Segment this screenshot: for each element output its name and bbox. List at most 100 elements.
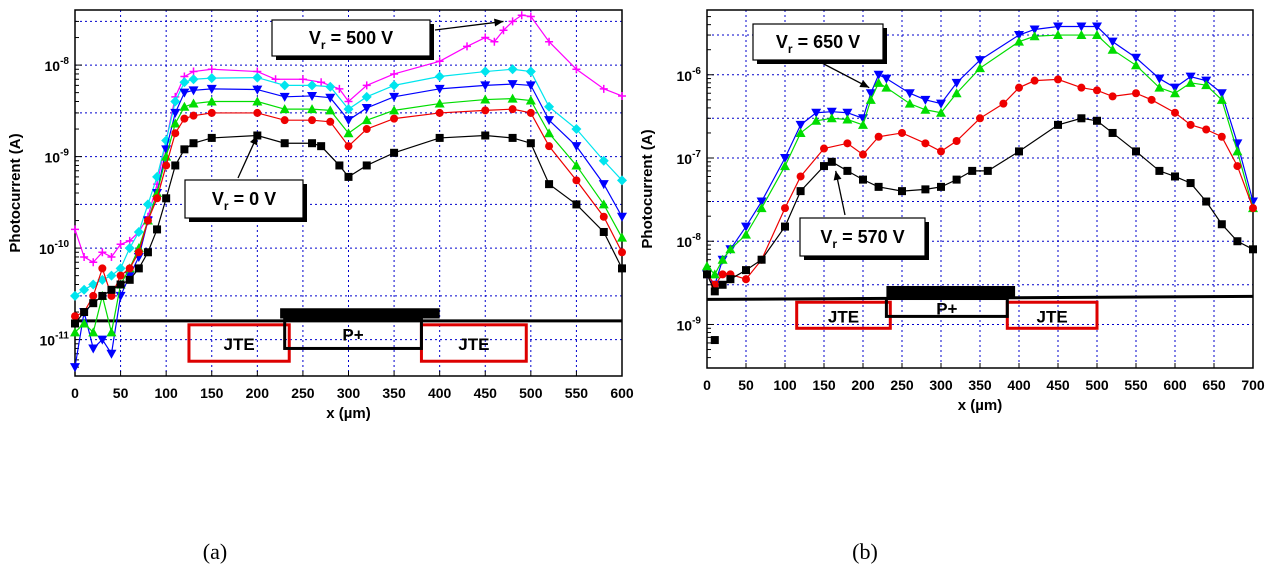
data-point (116, 240, 125, 249)
data-point (481, 106, 490, 115)
data-point (142, 199, 153, 210)
data-point (70, 290, 80, 301)
data-point (865, 94, 876, 104)
data-point (1233, 162, 1242, 171)
data-point (717, 254, 728, 264)
annotation-arrowhead (833, 170, 842, 181)
data-point (598, 180, 609, 190)
data-point (188, 98, 199, 108)
data-point (975, 63, 985, 73)
data-point (937, 147, 945, 156)
data-point (1014, 31, 1024, 41)
data-point (936, 99, 946, 109)
data-point (189, 139, 198, 148)
data-point (1093, 116, 1101, 125)
data-point (1170, 83, 1180, 93)
data-point (526, 12, 535, 21)
series-line (706, 34, 1254, 276)
data-point (858, 119, 868, 129)
data-point (390, 148, 399, 157)
data-point (1108, 128, 1117, 137)
data-point (115, 291, 126, 301)
annotation-box (184, 179, 304, 219)
data-point (435, 108, 444, 117)
data-point (881, 74, 892, 84)
data-point (617, 212, 627, 222)
data-point (921, 185, 930, 194)
data-point (325, 93, 336, 103)
data-point (1132, 89, 1140, 98)
data-point (780, 154, 790, 164)
data-point (618, 248, 626, 257)
data-point (481, 33, 490, 42)
data-point (517, 11, 526, 20)
data-point (780, 161, 790, 171)
data-point (361, 115, 372, 125)
data-point (572, 200, 581, 209)
x-tick-label: 700 (1241, 377, 1265, 393)
data-point (362, 161, 371, 170)
data-point (480, 66, 491, 77)
data-point (88, 344, 99, 354)
data-point (317, 142, 326, 151)
series-line (706, 78, 1254, 286)
data-point (124, 243, 135, 254)
data-point (1108, 92, 1117, 101)
data-point (80, 308, 89, 317)
data-point (544, 101, 555, 112)
data-point (361, 103, 372, 113)
data-point (435, 57, 444, 66)
data-point (134, 264, 143, 273)
x-tick-label: 450 (1046, 377, 1070, 393)
series-line (74, 98, 623, 334)
data-point (106, 349, 117, 359)
data-point (525, 95, 536, 105)
data-point (598, 155, 609, 166)
series-line (74, 83, 623, 368)
data-point (726, 275, 735, 284)
data-point (617, 175, 627, 186)
data-point (206, 96, 217, 106)
data-point (898, 187, 906, 196)
x-tick-label: 300 (337, 385, 361, 401)
data-point (252, 72, 263, 83)
data-point (152, 188, 163, 197)
data-point (279, 80, 290, 91)
data-point (983, 166, 992, 175)
data-point (389, 105, 400, 115)
x-tick-label: 150 (200, 385, 224, 401)
data-point (1185, 77, 1196, 87)
jte-right-label: JTE (1037, 307, 1068, 326)
jte-right-label: JTE (458, 335, 489, 354)
annotation-text: Vr = 570 V (820, 227, 904, 251)
data-point (757, 255, 766, 264)
data-point (107, 252, 116, 261)
data-point (795, 120, 806, 130)
data-point (481, 131, 490, 140)
data-point (253, 108, 262, 117)
data-point (107, 291, 116, 300)
data-point (725, 244, 736, 254)
data-point (756, 197, 767, 207)
data-point (298, 75, 307, 84)
data-point (206, 73, 217, 84)
data-point (1155, 166, 1164, 175)
x-tick-label: 450 (474, 385, 498, 401)
data-point (499, 26, 508, 35)
metal-contact (886, 285, 1016, 299)
data-point (116, 271, 125, 280)
series-line (706, 25, 1254, 287)
data-point (936, 107, 946, 117)
data-point (325, 105, 336, 115)
data-point (508, 133, 517, 142)
data-point (1249, 204, 1257, 213)
y-tick-label: 10-6 (677, 66, 702, 84)
data-point (1015, 83, 1023, 92)
data-point (937, 182, 945, 191)
data-point (756, 203, 767, 213)
data-point (1092, 22, 1102, 32)
y-axis-label: Photocurrent (A) (639, 129, 656, 248)
data-point (1217, 220, 1226, 229)
data-point (865, 89, 876, 99)
data-point (335, 161, 344, 170)
